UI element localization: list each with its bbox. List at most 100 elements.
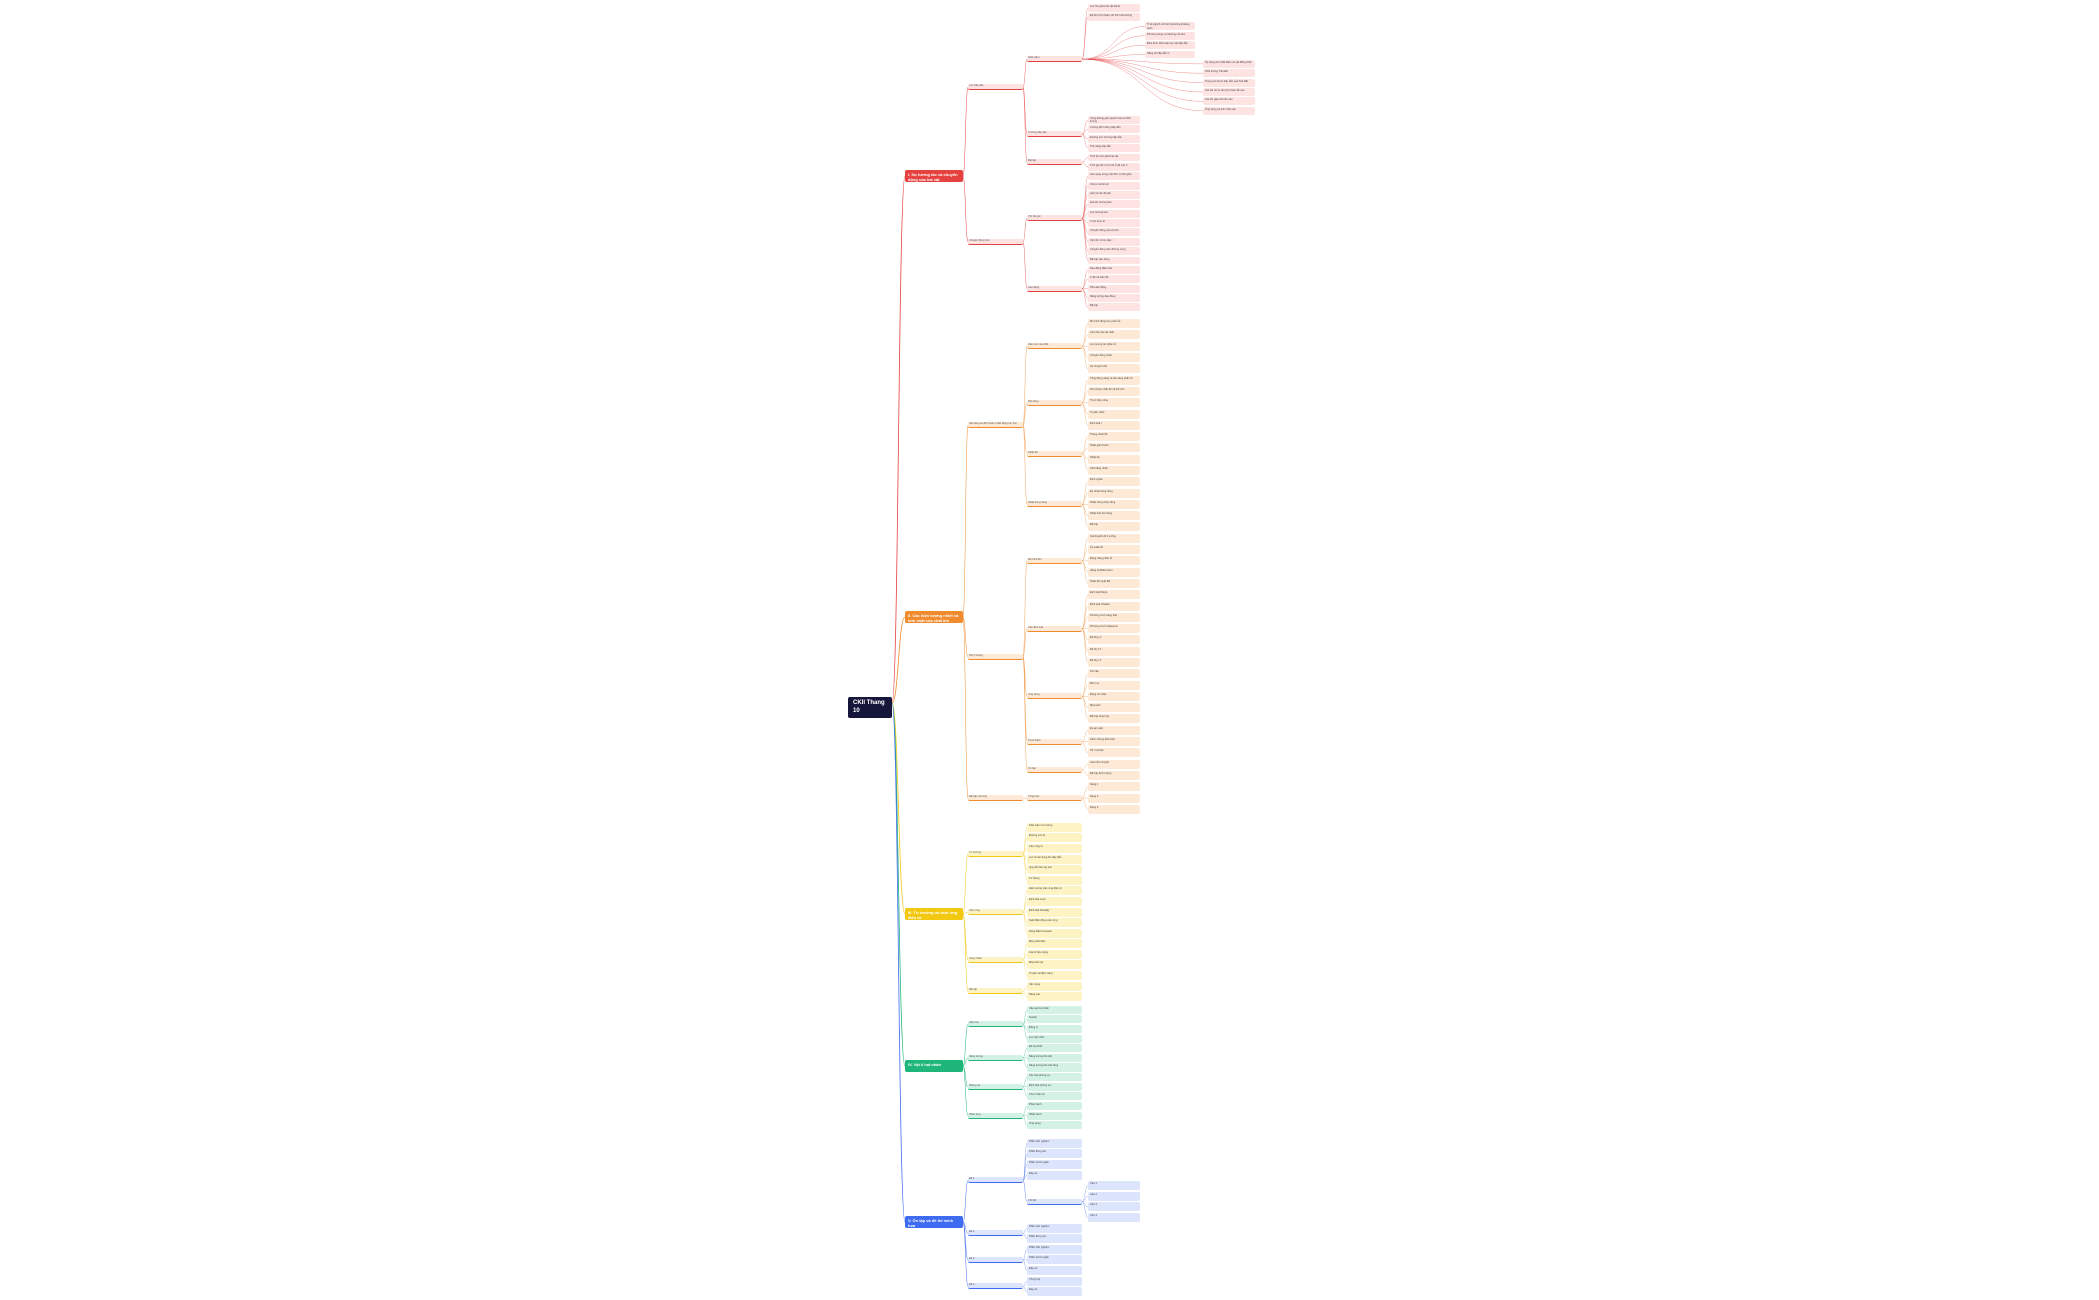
leaf-node[interactable]: Liên hệ tốc độ dài [1088, 191, 1140, 199]
leaf-node[interactable]: Định luật Faraday [1027, 907, 1082, 917]
leaf-node[interactable]: Áp suất khí [1088, 545, 1140, 555]
leaf-node[interactable]: Định luật I [1088, 420, 1140, 430]
subgroup-label[interactable]: Mô hình khí [1027, 557, 1082, 564]
leaf-node[interactable]: Câu 2 [1088, 1191, 1140, 1201]
group-label[interactable]: Khí lí tưởng [968, 653, 1023, 660]
leaf-node[interactable]: Truyền nhiệt [1088, 409, 1140, 419]
leaf-node[interactable]: Áp dụng cho chất điểm và vật đồng chất [1203, 59, 1255, 68]
leaf-node[interactable]: Phần đúng sai [1027, 1234, 1082, 1244]
leaf-node[interactable]: Kiểm chứng định luật [1088, 737, 1140, 747]
leaf-node[interactable]: Pha dao động [1088, 284, 1140, 293]
leaf-node[interactable]: Chuyển động nhiệt [1088, 353, 1140, 363]
subgroup-label[interactable]: Nội năng [1027, 399, 1082, 406]
leaf-node[interactable]: Đo áp suất [1088, 725, 1140, 735]
leaf-node[interactable]: Dao động điều hòa [1088, 265, 1140, 274]
leaf-node[interactable]: Bài tập [1088, 303, 1140, 312]
leaf-node[interactable]: Li độ và biên độ [1088, 275, 1140, 284]
subgroup-label[interactable]: Tổng hợp [1027, 795, 1082, 802]
leaf-node[interactable]: Phân hạch [1027, 1101, 1082, 1110]
leaf-node[interactable]: Nâng cao [1027, 992, 1082, 1002]
leaf-node[interactable]: Năng lượng liên kết riêng [1027, 1063, 1082, 1072]
leaf-node[interactable]: Lực từ tác dụng lên dây dẫn [1027, 854, 1082, 864]
leaf-node[interactable]: Phương trình Clapeyron [1088, 624, 1140, 634]
leaf-node[interactable]: Đo nhiệt dung riêng [1088, 488, 1140, 498]
leaf-node[interactable]: Bài tập [1088, 522, 1140, 532]
subgroup-label[interactable]: Trường hấp dẫn [1027, 131, 1082, 138]
group-label[interactable]: Lực hấp dẫn [968, 84, 1023, 91]
leaf-node[interactable]: Đồng vị [1027, 1024, 1082, 1034]
leaf-node[interactable]: Thang nhiệt độ [1088, 432, 1140, 442]
leaf-node[interactable]: Vùng không gian quanh vật có khối lượng [1088, 116, 1140, 124]
leaf-node[interactable]: Gia tốc giảm khi lên cao [1203, 97, 1255, 106]
leaf-node[interactable]: Mô hình động học phân tử [1088, 319, 1140, 329]
group-label[interactable]: Cấu trúc [968, 1021, 1023, 1028]
leaf-node[interactable]: Câu 3 [1088, 1202, 1140, 1212]
leaf-node[interactable]: Bài tập định lượng [1088, 770, 1140, 780]
group-label[interactable]: Cảm ứng [968, 909, 1023, 915]
leaf-node[interactable]: Độ hụt khối [1027, 1044, 1082, 1053]
leaf-node[interactable]: Ứng dụng [1027, 1121, 1082, 1130]
leaf-node[interactable]: Từ thông [1027, 875, 1082, 885]
leaf-node[interactable]: Máy biến áp [1027, 960, 1082, 970]
leaf-node[interactable]: Dòng điện Foucault [1027, 928, 1082, 938]
leaf-node[interactable]: Tổng động năng và thế năng phân tử [1088, 375, 1140, 385]
subgroup-label[interactable]: Cấu trúc của chất [1027, 343, 1082, 350]
leaf-node[interactable]: Cấu tạo hạt nhân [1027, 1005, 1082, 1014]
leaf-node[interactable]: Ứng dụng vệ tinh nhân tạo [1203, 106, 1255, 115]
group-label[interactable]: Đề 4 [968, 1283, 1023, 1290]
subgroup-label[interactable]: Chi tiết [1027, 1198, 1082, 1205]
leaf-node[interactable]: Đường sức trường hấp dẫn [1088, 134, 1140, 143]
leaf-node[interactable]: Nhiệt giai Kelvin [1088, 443, 1140, 453]
leaf-node[interactable]: Hằng số hấp dẫn G [1145, 50, 1195, 59]
group-label[interactable]: Phản ứng [968, 1112, 1023, 1119]
leaf-node[interactable]: Phần trả lời ngắn [1027, 1255, 1082, 1265]
leaf-node[interactable]: Khối lượng Trái Đất [1203, 69, 1255, 78]
branch-topic-red[interactable]: I. Sự tương tác và chuyển động của hai v… [905, 170, 963, 182]
group-label[interactable]: Chuyển động tròn [968, 238, 1023, 245]
leaf-node[interactable]: Bơm xe [1088, 680, 1140, 690]
leaf-node[interactable]: Đường sức từ [1027, 833, 1082, 843]
leaf-node[interactable]: Suất điện động cảm ứng [1027, 918, 1082, 928]
group-label[interactable]: Phóng xạ [968, 1083, 1023, 1090]
leaf-node[interactable]: Hiện tượng cảm ứng điện từ [1027, 886, 1082, 896]
leaf-node[interactable]: Đáp án [1027, 1170, 1082, 1180]
group-label[interactable]: Nội năng và định luật I nhiệt động lực h… [968, 422, 1023, 429]
subgroup-label[interactable]: Ôn tập [1027, 766, 1082, 773]
branch-topic-yellow[interactable]: III. Từ trường và cảm ứng điện từ [905, 908, 963, 920]
leaf-node[interactable]: Gia tốc rơi tự do phụ thuộc độ cao [1203, 88, 1255, 96]
leaf-node[interactable]: Nhiệt hạch [1027, 1111, 1082, 1120]
leaf-node[interactable]: Câu 1 [1088, 1181, 1140, 1191]
leaf-node[interactable]: Tổng hợp [1027, 1276, 1082, 1286]
leaf-node[interactable]: Gia tốc hướng tâm [1088, 200, 1140, 209]
leaf-node[interactable]: Phần trả lời ngắn [1027, 1160, 1082, 1169]
subgroup-label[interactable]: Nhiệt độ [1027, 450, 1082, 457]
leaf-node[interactable]: Phương trùng với đường nối tâm [1145, 31, 1195, 40]
leaf-node[interactable]: Chuyển động trên đường cong [1088, 247, 1140, 256]
leaf-node[interactable]: Cảm ứng từ [1027, 843, 1082, 853]
leaf-node[interactable]: Thế năng hấp dẫn [1088, 144, 1140, 153]
leaf-node[interactable]: Nhiệt kế [1088, 454, 1140, 464]
leaf-node[interactable]: Các loại phóng xạ [1027, 1073, 1082, 1082]
branch-topic-orange[interactable]: II. Các hiện tượng nhiệt và tính chất củ… [905, 611, 963, 623]
leaf-node[interactable]: Định luật phóng xạ [1027, 1082, 1082, 1091]
leaf-node[interactable]: Đồ thị p-T [1088, 658, 1140, 667]
subgroup-label[interactable]: Nhiệt dung riêng [1027, 501, 1082, 508]
leaf-node[interactable]: Dạng 1 [1088, 782, 1140, 792]
subgroup-label[interactable]: Khái niệm [1027, 56, 1082, 63]
group-label[interactable]: Đề 2 [968, 1230, 1023, 1237]
leaf-node[interactable]: Nhiệt nóng chảy riêng [1088, 499, 1140, 509]
leaf-node[interactable]: Phần trắc nghiệm [1027, 1138, 1082, 1148]
leaf-node[interactable]: Hằng số Boltzmann [1088, 567, 1140, 577]
leaf-node[interactable]: Góc quay trong một đơn vị thời gian [1088, 172, 1140, 181]
leaf-node[interactable]: Xử lí số liệu [1088, 748, 1140, 758]
group-label[interactable]: Bài tập [968, 988, 1023, 995]
leaf-node[interactable]: Động năng phân tử [1088, 556, 1140, 566]
subgroup-label[interactable]: Tốc độ góc [1027, 215, 1082, 222]
leaf-node[interactable]: Câu 4 [1088, 1213, 1140, 1222]
subgroup-label[interactable]: Thực hành [1027, 738, 1082, 745]
leaf-node[interactable]: Quy tắc bàn tay trái [1027, 865, 1082, 875]
leaf-node[interactable]: Máy lạnh [1088, 703, 1140, 713]
leaf-node[interactable]: Đồ thị V-T [1088, 646, 1140, 656]
leaf-node[interactable]: Năng lượng dao động [1088, 294, 1140, 302]
leaf-node[interactable]: Biểu thức định luật vạn vật hấp dẫn [1145, 41, 1195, 50]
